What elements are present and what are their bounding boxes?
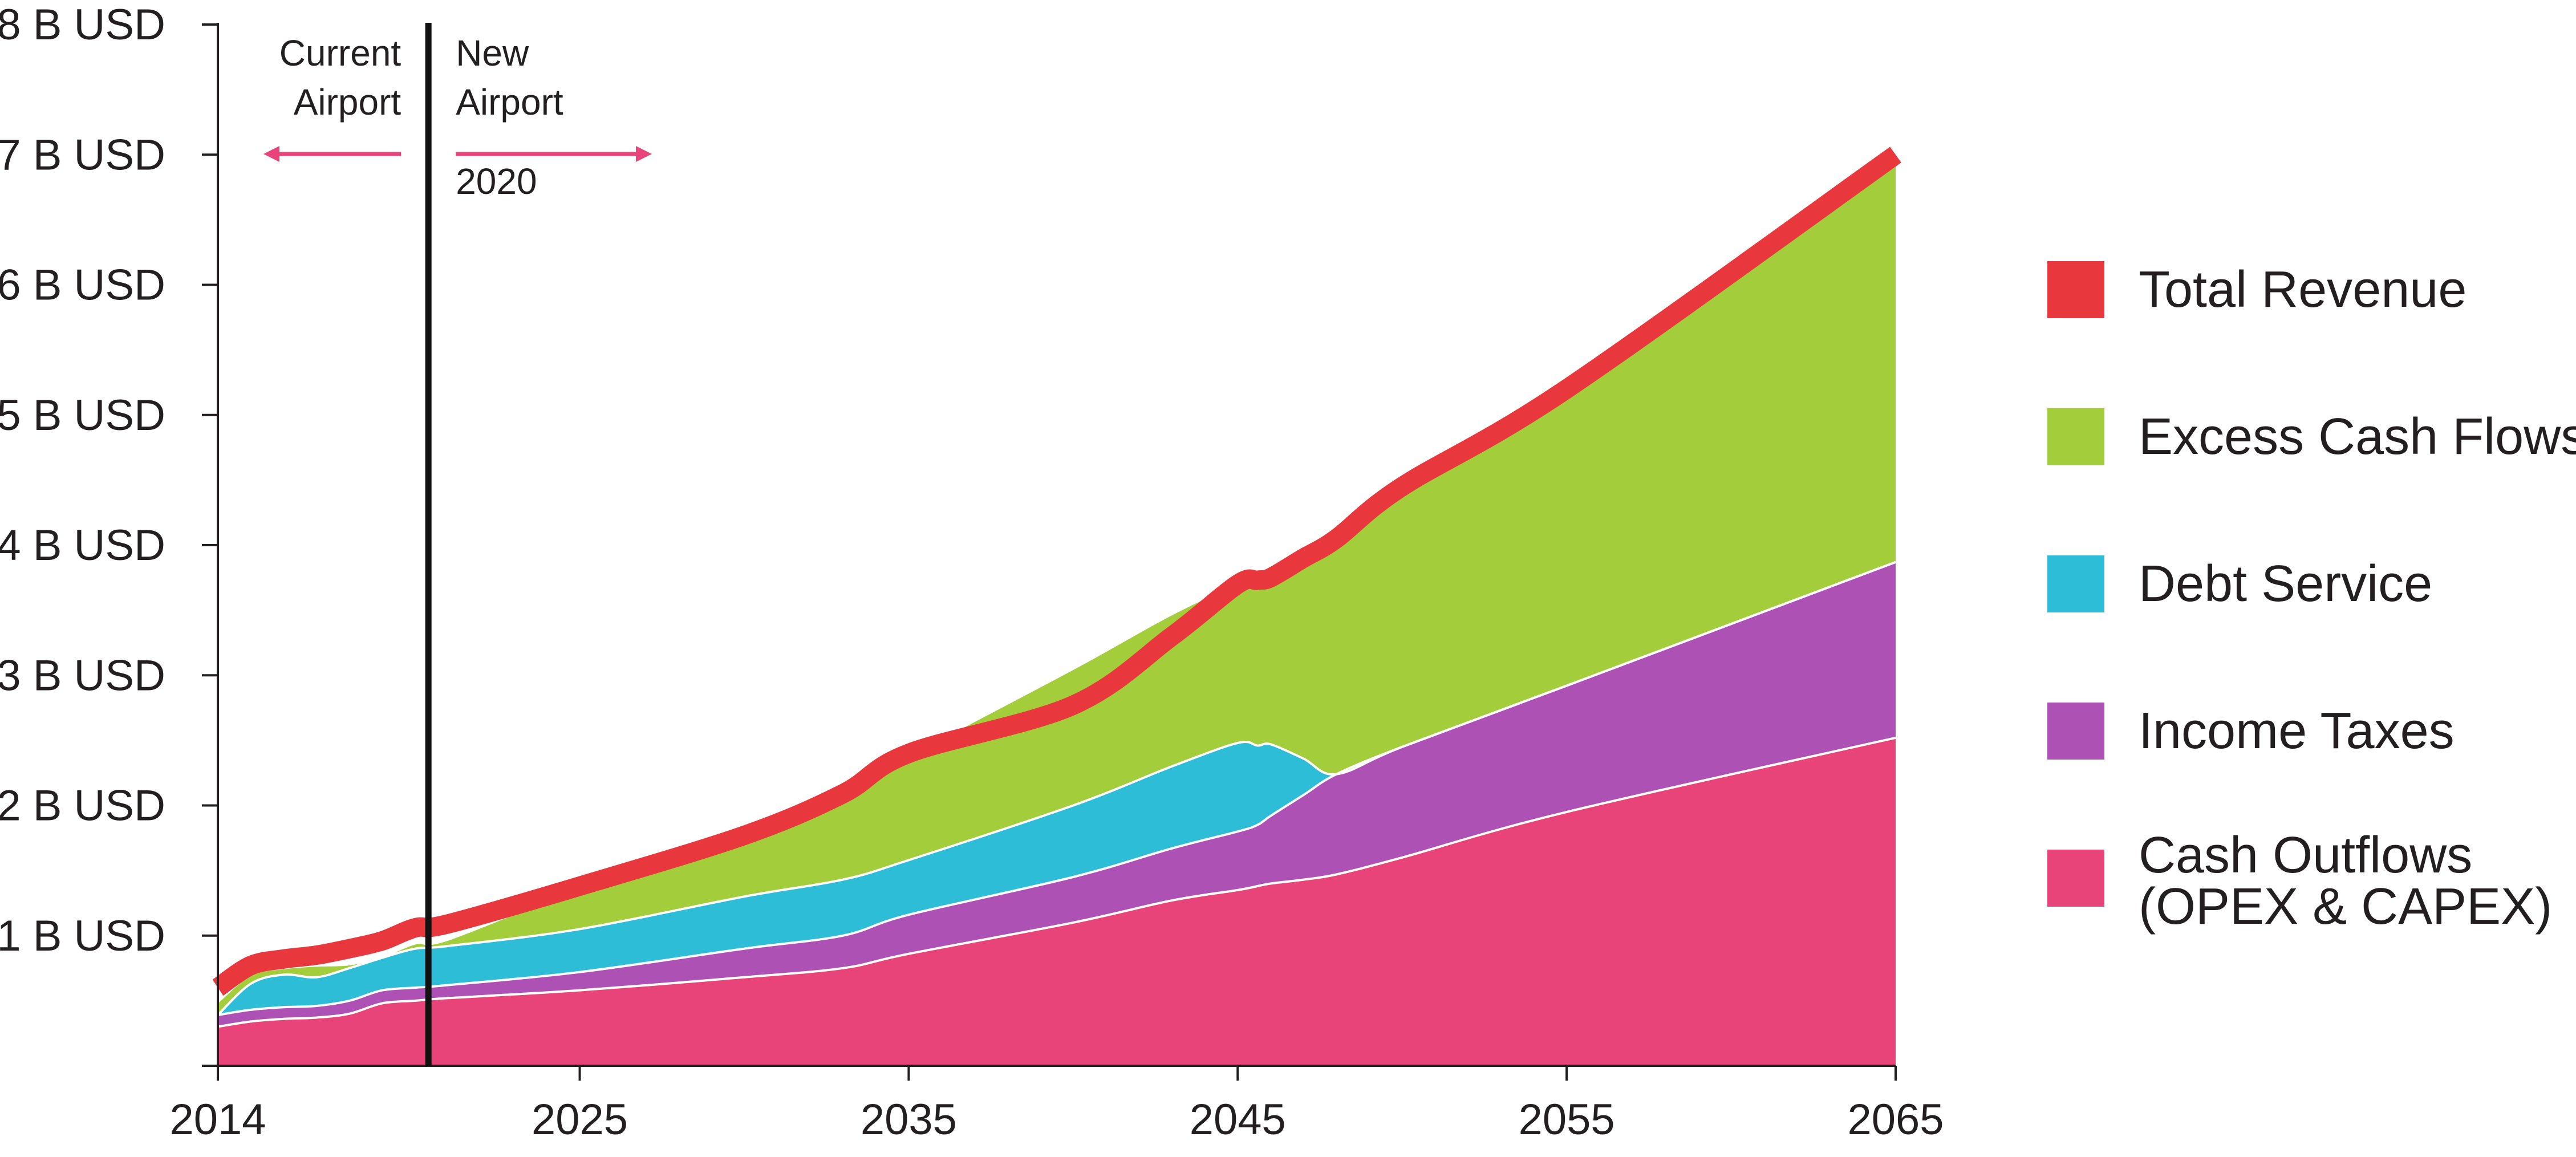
area-income-taxes — [218, 562, 1896, 1027]
arrow-left-icon — [263, 146, 279, 162]
legend-swatch-income-taxes — [2047, 703, 2104, 760]
legend-label: Excess Cash Flows — [2139, 408, 2576, 465]
y-tick-label: 2 B USD — [0, 782, 165, 830]
band-separator — [217, 736, 1896, 1028]
new-airport-label: New — [456, 33, 529, 74]
legend-label: Total Revenue — [2139, 261, 2467, 318]
axes: 1 B USD 2 B USD 3 B USD 4 B USD 5 B USD 6 B U… — [0, 1, 1944, 1144]
legend-swatch-cash-outflows-opex-capex — [2047, 850, 2104, 907]
x-tick-label: 2065 — [1847, 1095, 1944, 1144]
year-label: 2020 — [456, 161, 537, 202]
y-tick-label: 7 B USD — [0, 131, 165, 179]
area-debt-service — [218, 562, 1896, 1015]
area-cash-outflows-opex-capex — [218, 737, 1896, 1066]
legend-label: Debt Service — [2139, 555, 2432, 612]
current-airport-label: Current — [279, 33, 401, 74]
legend-label: Income Taxes — [2139, 703, 2455, 760]
x-tick-label: 2014 — [169, 1095, 266, 1144]
band-separator — [217, 561, 1896, 1016]
x-tick-label: 2025 — [532, 1095, 628, 1144]
x-tick-label: 2045 — [1190, 1095, 1286, 1144]
line-total-revenue — [212, 147, 1901, 996]
legend-swatch-total-revenue — [2047, 261, 2104, 318]
current-airport-label: Airport — [294, 82, 401, 123]
airport-divider: Current Airport New Airport 2020 — [263, 23, 652, 1066]
arrow-right-icon — [636, 146, 652, 162]
y-tick-label: 8 B USD — [0, 1, 165, 49]
y-tick-label: 1 B USD — [0, 912, 165, 960]
legend-swatch-debt-service — [2047, 555, 2104, 612]
y-tick-label: 3 B USD — [0, 651, 165, 700]
legend-label: Cash Outflows — [2139, 827, 2472, 884]
x-tick-label: 2055 — [1519, 1095, 1615, 1144]
new-airport-label: Airport — [456, 82, 563, 123]
legend-swatch-excess-cash-flows — [2047, 408, 2104, 465]
area-excess-cash-flows — [218, 165, 1896, 1015]
y-tick-label: 5 B USD — [0, 391, 165, 440]
y-tick-label: 6 B USD — [0, 261, 165, 310]
legend-label: (OPEX & CAPEX) — [2139, 878, 2552, 935]
legend: Total Revenue Excess Cash Flows Debt Servi… — [2047, 261, 2576, 935]
stacked-areas — [212, 147, 1901, 1066]
x-tick-label: 2035 — [861, 1095, 957, 1144]
y-tick-label: 4 B USD — [0, 521, 165, 570]
